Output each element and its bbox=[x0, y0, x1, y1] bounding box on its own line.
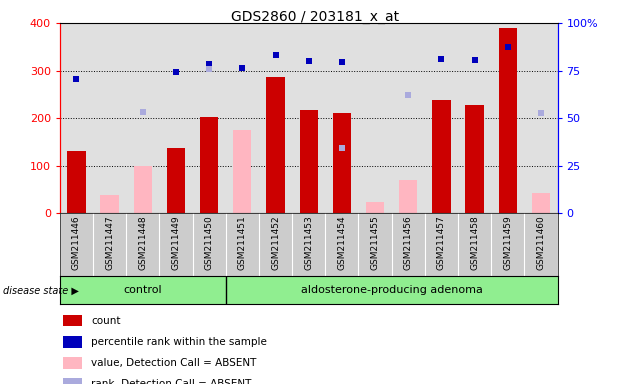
Text: count: count bbox=[91, 316, 121, 326]
Bar bbox=[233, 130, 251, 213]
Bar bbox=[266, 77, 285, 213]
Text: GSM211446: GSM211446 bbox=[72, 215, 81, 270]
Bar bbox=[466, 105, 484, 213]
Text: GSM211452: GSM211452 bbox=[271, 215, 280, 270]
Bar bbox=[532, 193, 550, 213]
Text: GSM211451: GSM211451 bbox=[238, 215, 247, 270]
Text: GSM211454: GSM211454 bbox=[338, 215, 346, 270]
Bar bbox=[101, 195, 118, 213]
Text: GSM211458: GSM211458 bbox=[470, 215, 479, 270]
Bar bbox=[67, 151, 86, 213]
Text: GSM211450: GSM211450 bbox=[205, 215, 214, 270]
Text: disease state ▶: disease state ▶ bbox=[3, 285, 79, 295]
Text: GSM211460: GSM211460 bbox=[537, 215, 546, 270]
Bar bbox=[333, 113, 351, 213]
Bar bbox=[399, 180, 417, 213]
Bar bbox=[300, 109, 318, 213]
Text: GSM211455: GSM211455 bbox=[370, 215, 379, 270]
Text: GSM211449: GSM211449 bbox=[171, 215, 180, 270]
Text: GDS2860 / 203181_x_at: GDS2860 / 203181_x_at bbox=[231, 10, 399, 23]
Text: GSM211457: GSM211457 bbox=[437, 215, 446, 270]
Text: GSM211447: GSM211447 bbox=[105, 215, 114, 270]
Bar bbox=[432, 100, 450, 213]
Text: value, Detection Call = ABSENT: value, Detection Call = ABSENT bbox=[91, 358, 257, 368]
Bar bbox=[200, 117, 218, 213]
Text: aldosterone-producing adenoma: aldosterone-producing adenoma bbox=[301, 285, 483, 295]
Text: GSM211459: GSM211459 bbox=[503, 215, 512, 270]
Bar bbox=[499, 28, 517, 213]
Text: GSM211448: GSM211448 bbox=[139, 215, 147, 270]
Bar bbox=[167, 147, 185, 213]
Bar bbox=[366, 202, 384, 213]
Text: percentile rank within the sample: percentile rank within the sample bbox=[91, 337, 267, 347]
Text: GSM211453: GSM211453 bbox=[304, 215, 313, 270]
Bar bbox=[134, 166, 152, 213]
Text: control: control bbox=[123, 285, 162, 295]
Text: GSM211456: GSM211456 bbox=[404, 215, 413, 270]
Text: rank, Detection Call = ABSENT: rank, Detection Call = ABSENT bbox=[91, 379, 252, 384]
